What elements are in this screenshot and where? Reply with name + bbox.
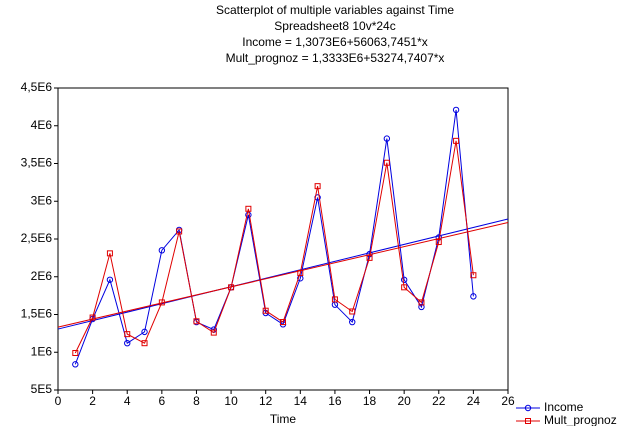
data-point xyxy=(228,284,235,291)
data-point xyxy=(245,205,252,212)
y-tick-label: 3,5E6 xyxy=(21,156,53,170)
equation: Income = 1,3073E6+56063,7451*x xyxy=(242,35,427,49)
data-point xyxy=(331,296,338,303)
data-point xyxy=(453,137,460,144)
trend-line xyxy=(57,218,509,330)
x-tick-label: 26 xyxy=(501,394,515,408)
data-point xyxy=(262,307,269,314)
data-point xyxy=(158,299,165,306)
x-tick-label: 18 xyxy=(363,394,377,408)
data-point xyxy=(210,329,217,336)
data-point xyxy=(106,250,113,257)
y-tick-label: 4,5E6 xyxy=(21,80,53,94)
series-line xyxy=(74,140,474,354)
x-tick-label: 4 xyxy=(124,394,131,408)
data-point xyxy=(470,272,477,279)
data-point xyxy=(401,284,408,291)
x-axis-label: Time xyxy=(270,412,297,426)
data-point xyxy=(314,183,321,190)
legend-marker xyxy=(525,418,531,424)
x-tick-label: 2 xyxy=(89,394,96,408)
legend-label: Income xyxy=(544,400,584,414)
data-point xyxy=(124,339,131,347)
data-point xyxy=(158,247,166,254)
x-tick-label: 0 xyxy=(55,394,62,408)
y-tick-label: 2,5E6 xyxy=(21,231,53,245)
data-point xyxy=(452,106,460,114)
y-tick-label: 1,5E6 xyxy=(21,307,53,321)
x-tick-label: 24 xyxy=(467,394,481,408)
data-point xyxy=(366,254,373,261)
x-tick-label: 12 xyxy=(259,394,273,408)
y-tick-label: 3E6 xyxy=(31,193,53,207)
data-point xyxy=(193,318,200,325)
data-point xyxy=(176,228,183,235)
data-point xyxy=(72,350,79,357)
data-point xyxy=(106,276,114,283)
data-point xyxy=(349,318,356,326)
x-tick-label: 16 xyxy=(328,394,342,408)
x-tick-label: 8 xyxy=(193,394,200,408)
data-point xyxy=(383,159,390,166)
data-point xyxy=(72,361,79,368)
legend-marker xyxy=(524,404,532,412)
y-tick-label: 2E6 xyxy=(31,269,53,283)
data-point xyxy=(470,293,477,300)
data-point xyxy=(280,319,286,326)
data-point xyxy=(418,303,425,311)
x-tick-label: 10 xyxy=(224,394,238,408)
data-point xyxy=(297,269,304,276)
data-point xyxy=(141,340,148,347)
trend-line xyxy=(57,222,509,328)
chart-title: Scatterplot of multiple variables agains… xyxy=(216,3,454,17)
data-point xyxy=(400,276,408,283)
x-tick-label: 22 xyxy=(432,394,446,408)
equation: Mult_prognoz = 1,3333E6+53274,7407*x xyxy=(226,51,445,65)
x-tick-label: 6 xyxy=(159,394,166,408)
chart-subtitle: Spreadsheet8 10v*24c xyxy=(274,19,395,33)
y-tick-label: 4E6 xyxy=(31,118,53,132)
series-line xyxy=(74,109,474,365)
data-point xyxy=(349,308,356,315)
data-point xyxy=(418,299,425,306)
data-point xyxy=(141,328,148,336)
legend-label: Mult_prognoz xyxy=(544,413,617,426)
data-point xyxy=(89,314,96,321)
data-point xyxy=(383,135,391,142)
y-tick-label: 5E5 xyxy=(31,382,53,396)
x-tick-label: 14 xyxy=(294,394,308,408)
y-tick-label: 1E6 xyxy=(31,344,53,358)
x-tick-label: 20 xyxy=(397,394,411,408)
data-point xyxy=(245,211,252,219)
data-point xyxy=(435,239,442,246)
data-point xyxy=(124,331,131,338)
